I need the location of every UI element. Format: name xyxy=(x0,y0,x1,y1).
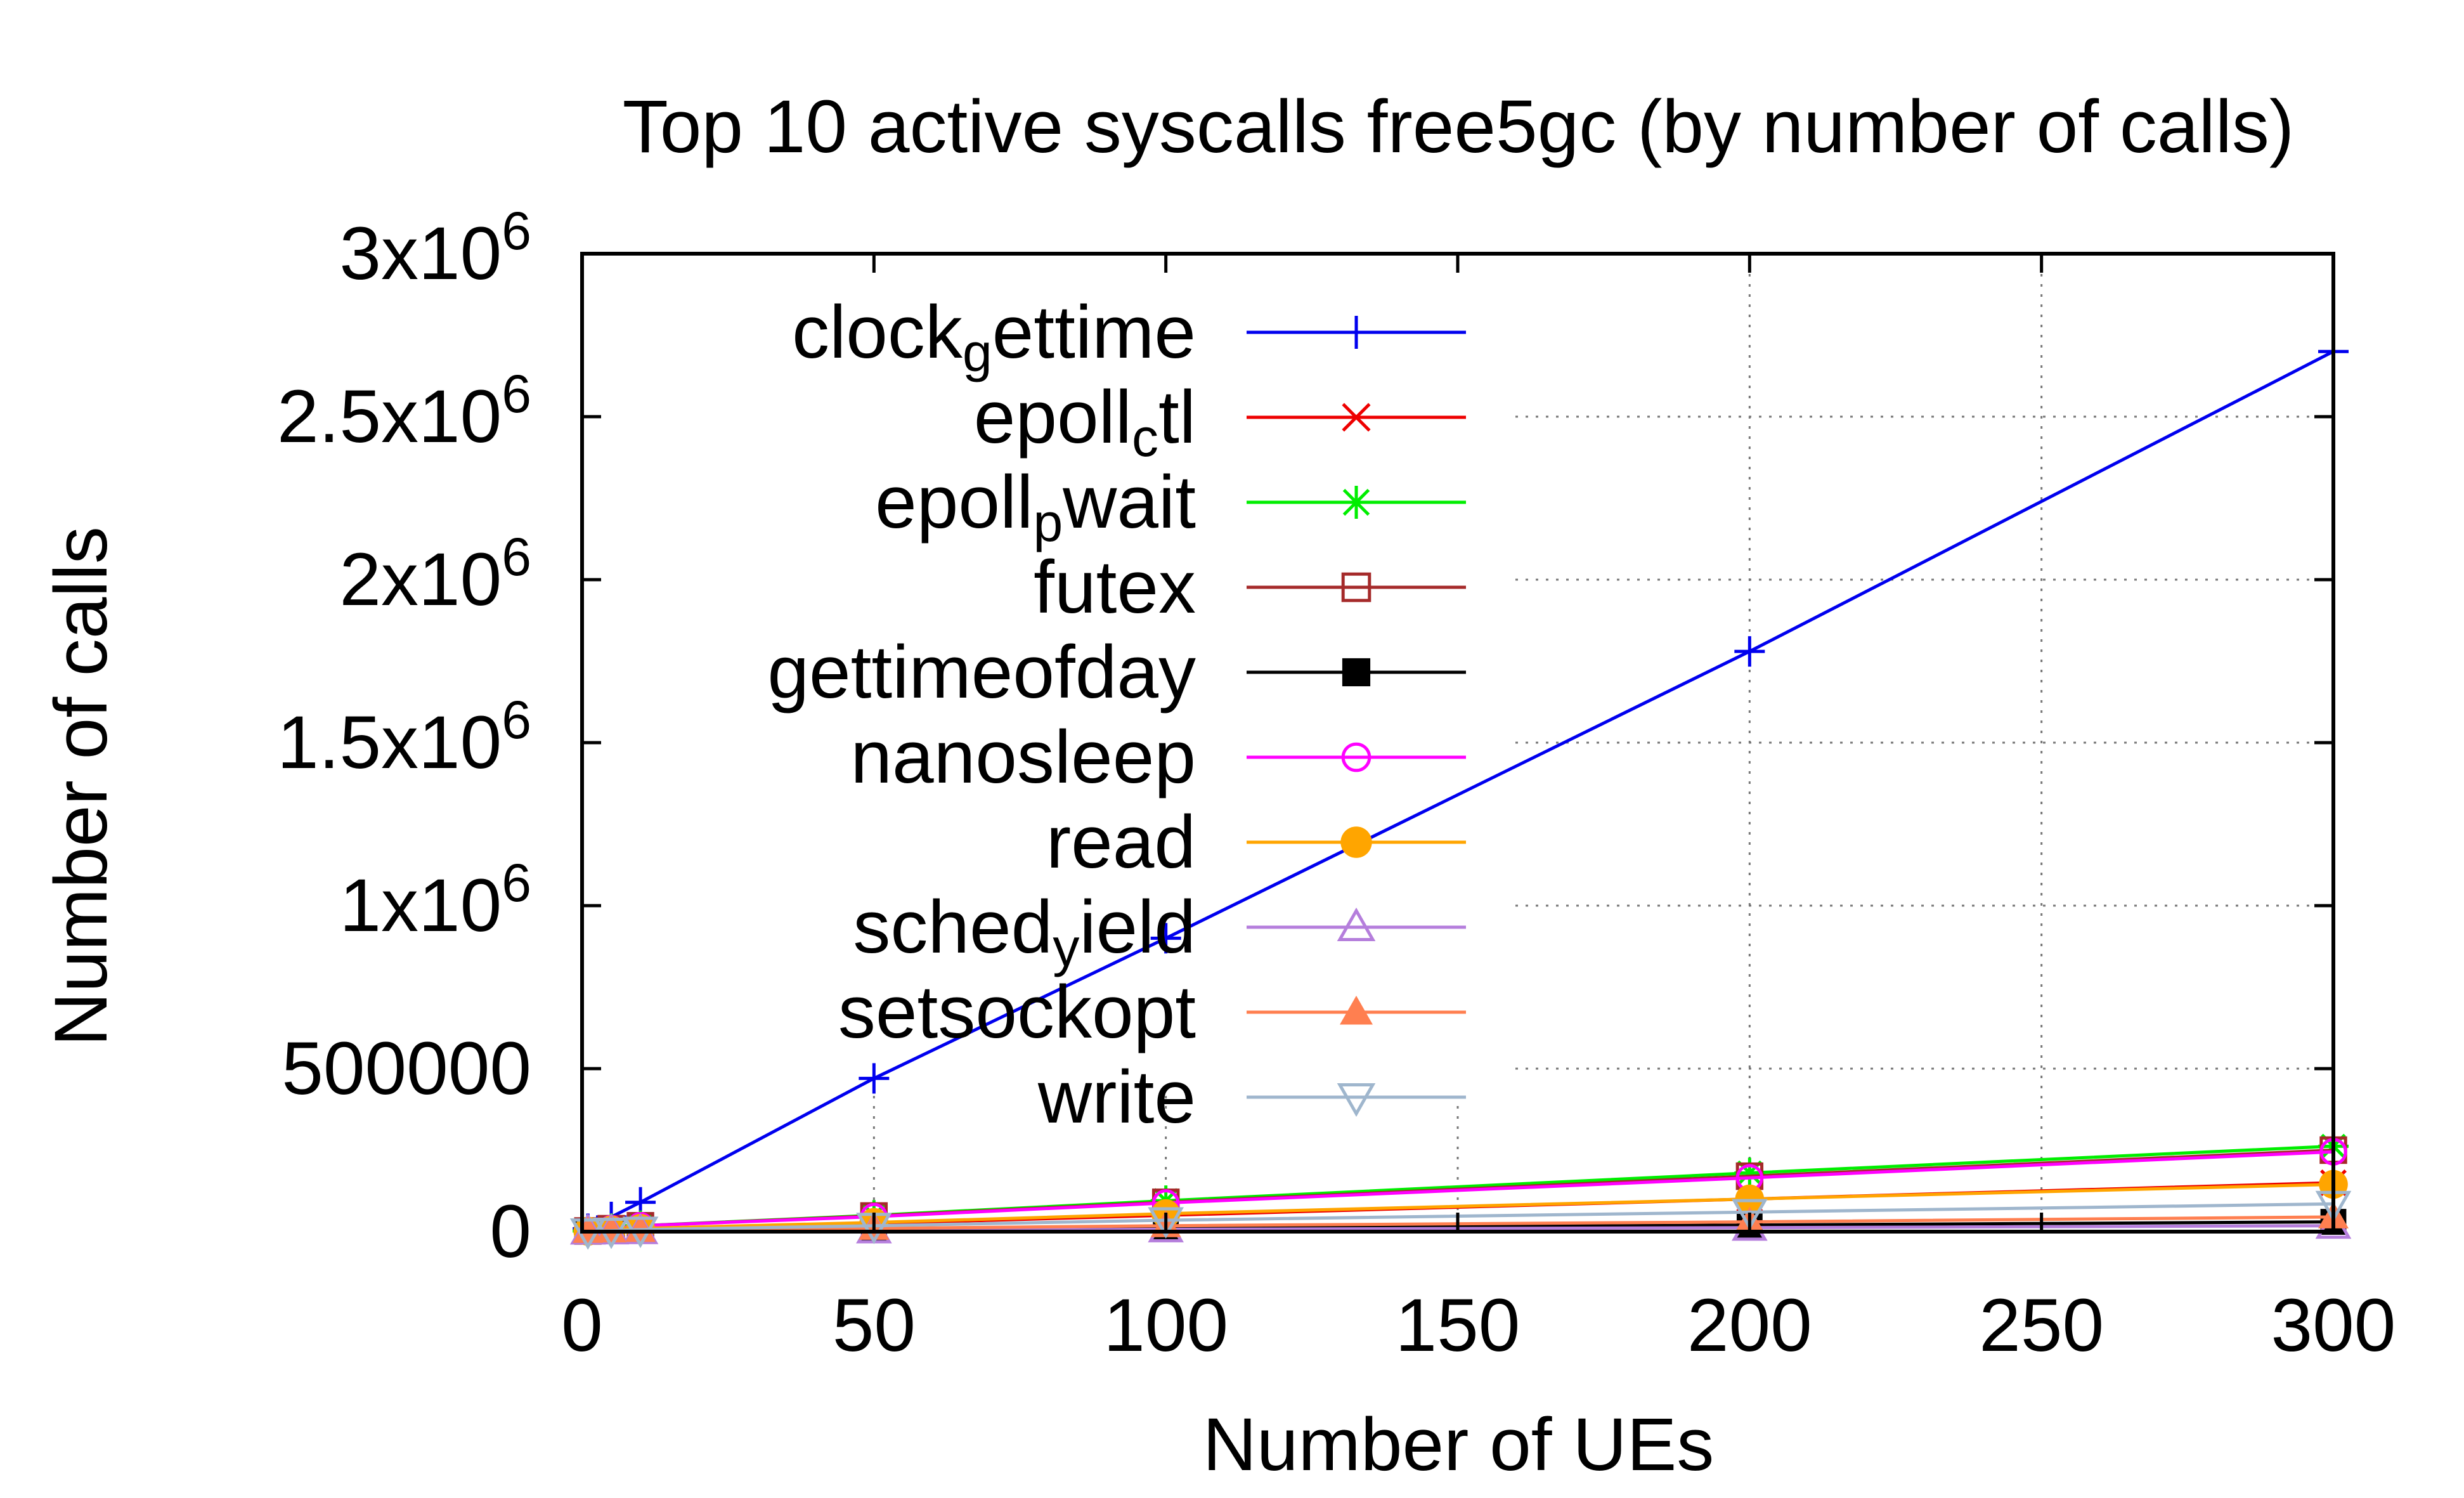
legend-marker-nanosleep xyxy=(1341,742,1371,772)
data-point-write xyxy=(1732,1199,1768,1231)
y-tick-label: 500000 xyxy=(282,1027,531,1110)
legend-label: futex xyxy=(1034,545,1196,629)
legend-label: epollpwait xyxy=(875,460,1196,552)
y-tick-label: 2.5x106 xyxy=(277,364,531,459)
legend-marker-epoll_ctl xyxy=(1342,403,1371,432)
data-point-clock_gettime xyxy=(859,1063,890,1094)
y-tick-label: 1x106 xyxy=(339,853,531,948)
legend-entry-sched_yield: schedyield xyxy=(853,885,1466,977)
x-tick-label: 200 xyxy=(1687,1284,1812,1367)
y-tick-label: 0 xyxy=(490,1190,531,1273)
legend-entry-nanosleep: nanosleep xyxy=(850,715,1466,799)
legend-entry-futex: futex xyxy=(1034,545,1466,629)
x-tick-label: 300 xyxy=(2271,1284,2396,1367)
legend-entry-gettimeofday: gettimeofday xyxy=(767,630,1466,714)
x-tick-label: 100 xyxy=(1103,1284,1228,1367)
data-point-read xyxy=(1735,1184,1765,1214)
legend-entry-write: write xyxy=(1037,1055,1466,1139)
y-tick-label: 2x106 xyxy=(339,527,531,622)
legend-label: epollctl xyxy=(974,375,1196,467)
legend-marker-sched_yield xyxy=(1337,907,1376,941)
plot-frame xyxy=(580,252,2335,1234)
legend-entry-clock_gettime: clockgettime xyxy=(792,290,1466,382)
x-tick-label: 250 xyxy=(1979,1284,2104,1367)
legend-entry-epoll_ctl: epollctl xyxy=(974,375,1466,467)
legend: clockgettimeepollctlepollpwaitfutexgetti… xyxy=(767,290,1466,1139)
legend-label: write xyxy=(1037,1055,1196,1139)
legend-marker-epoll_pwait xyxy=(1340,486,1373,519)
data-point-epoll_pwait xyxy=(1734,1157,1765,1189)
x-tick-label: 50 xyxy=(833,1284,916,1367)
legend-label: schedyield xyxy=(853,885,1196,977)
data-point-clock_gettime xyxy=(1734,636,1765,667)
series-lines xyxy=(569,336,2352,1250)
data-point-write xyxy=(1148,1207,1184,1239)
y-axis-label: Number of calls xyxy=(39,526,123,1046)
legend-label: gettimeofday xyxy=(767,630,1196,714)
data-point-clock_gettime xyxy=(1150,923,1181,954)
y-tick-label: 3x106 xyxy=(339,201,531,296)
series-clock_gettime xyxy=(573,336,2349,1244)
y-tick-label: 1.5x106 xyxy=(277,690,531,785)
legend-entry-epoll_pwait: epollpwait xyxy=(875,460,1466,552)
legend-label: setsockopt xyxy=(838,970,1196,1054)
legend-marker-setsockopt xyxy=(1340,996,1373,1025)
x-tick-label: 150 xyxy=(1396,1284,1521,1367)
legend-marker-read xyxy=(1340,826,1372,858)
legend-marker-gettimeofday xyxy=(1342,658,1371,687)
legend-marker-write xyxy=(1337,1083,1376,1117)
x-axis-label: Number of UEs xyxy=(1203,1403,1715,1487)
chart-title: Top 10 active syscalls free5gc (by numbe… xyxy=(623,85,2294,169)
legend-marker-clock_gettime xyxy=(1340,316,1373,349)
legend-entry-setsockopt: setsockopt xyxy=(838,970,1466,1054)
axes: 0 50 100 150 200 250 300 0 500000 1x106 1.5x106 2x1… xyxy=(277,201,2396,1367)
legend-marker-futex xyxy=(1341,572,1371,602)
legend-label: clockgettime xyxy=(792,290,1196,382)
legend-label: nanosleep xyxy=(850,715,1196,799)
legend-label: read xyxy=(1046,800,1196,884)
x-tick-label: 0 xyxy=(561,1284,603,1367)
legend-entry-read: read xyxy=(1046,800,1466,884)
